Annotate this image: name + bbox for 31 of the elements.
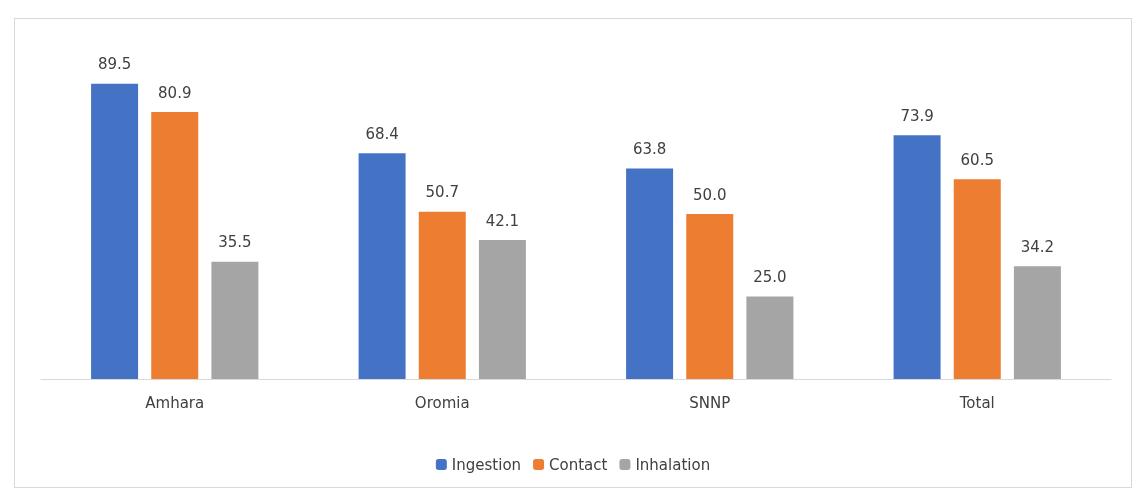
legend-label: Inhalation xyxy=(635,455,711,474)
data-label: 25.0 xyxy=(753,268,787,286)
data-label: 34.2 xyxy=(1020,237,1055,256)
data-label: 63.8 xyxy=(632,139,667,158)
data-label: 80.9 xyxy=(158,83,192,102)
data-label: 35.5 xyxy=(218,233,252,252)
data-label: 89.5 xyxy=(97,55,132,74)
data-label: 73.9 xyxy=(900,106,934,125)
data-label: 60.5 xyxy=(960,150,994,169)
bar xyxy=(91,83,139,379)
data-label: 50.7 xyxy=(425,183,459,202)
bar xyxy=(478,240,526,379)
bar xyxy=(1013,266,1061,379)
bar xyxy=(358,153,406,379)
bar xyxy=(626,168,674,379)
data-label: 50.0 xyxy=(693,185,727,204)
legend-label: Ingestion xyxy=(451,455,522,474)
legend-label: Contact xyxy=(549,455,608,474)
x-tick-label: Total xyxy=(958,393,995,412)
bar xyxy=(686,214,734,379)
bar xyxy=(893,135,941,379)
bar xyxy=(418,211,466,379)
bar xyxy=(211,261,259,379)
data-label: 42.1 xyxy=(485,211,520,230)
x-tick-label: Oromia xyxy=(414,393,470,412)
bar xyxy=(151,112,199,379)
x-tick-label: SNNP xyxy=(689,393,731,412)
bar xyxy=(953,179,1001,379)
bar xyxy=(746,296,794,379)
data-label: 68.4 xyxy=(365,124,399,143)
x-tick-label: Amhara xyxy=(145,393,205,412)
